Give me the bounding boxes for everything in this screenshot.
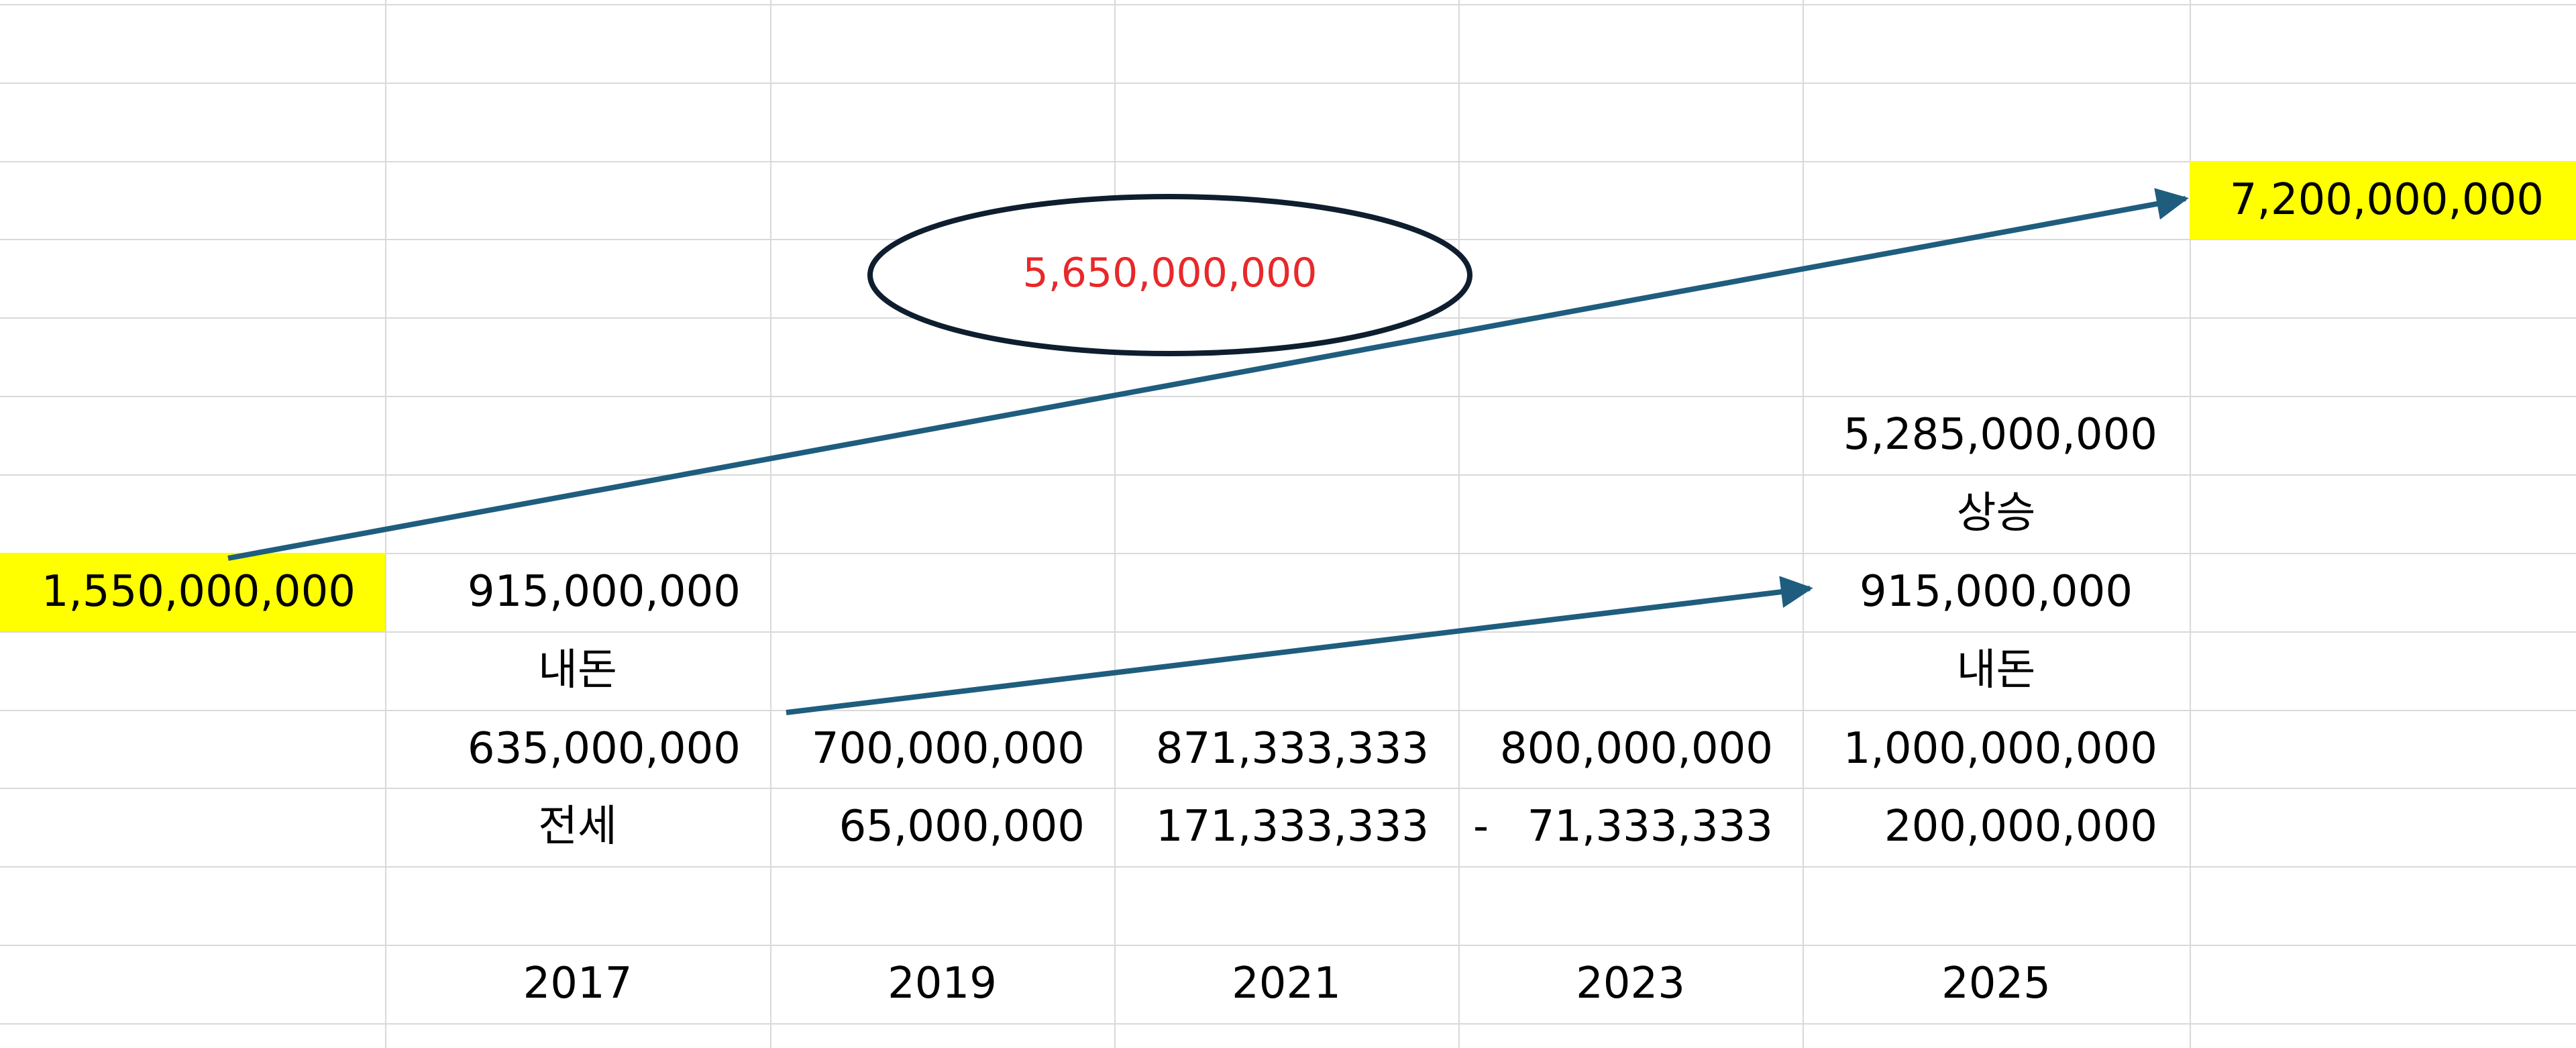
gridline xyxy=(0,474,2576,476)
total-growth-arrow[interactable] xyxy=(227,188,2189,561)
change-cell-2019[interactable]: 65,000,000 xyxy=(839,802,1085,851)
gridline xyxy=(0,396,2576,397)
own-money-arrow[interactable] xyxy=(786,576,1813,715)
own-money-2017-label-cell[interactable]: 내돈 xyxy=(538,645,617,695)
gridline xyxy=(0,83,2576,84)
gridline xyxy=(0,866,2576,868)
gridline xyxy=(0,788,2576,789)
change-cell-2025[interactable]: 200,000,000 xyxy=(1884,802,2157,851)
rise-amount-cell[interactable]: 5,285,000,000 xyxy=(1843,410,2157,460)
gridline xyxy=(0,631,2576,633)
gridline xyxy=(0,1023,2576,1025)
change-cell-2023-sign[interactable]: - xyxy=(1473,802,1489,851)
gridline xyxy=(0,553,2576,554)
gridline xyxy=(770,0,771,1048)
gridline xyxy=(1114,0,1116,1048)
gridline xyxy=(1803,0,1804,1048)
year-cell-2021[interactable]: 2021 xyxy=(1232,959,1341,1008)
jeonse-label-cell[interactable]: 전세 xyxy=(538,802,617,851)
end-total-cell[interactable]: 7,200,000,000 xyxy=(2190,161,2576,240)
own-money-2017-cell[interactable]: 915,000,000 xyxy=(467,567,741,617)
own-money-2025-cell[interactable]: 915,000,000 xyxy=(1859,567,2133,617)
year-cell-2025[interactable]: 2025 xyxy=(1941,959,2051,1008)
change-cell-2021[interactable]: 171,333,333 xyxy=(1155,802,1429,851)
gridline xyxy=(0,4,2576,5)
year-cell-2017[interactable]: 2017 xyxy=(523,959,633,1008)
year-cell-2023[interactable]: 2023 xyxy=(1576,959,1685,1008)
year-cell-2019[interactable]: 2019 xyxy=(888,959,997,1008)
gridline xyxy=(0,945,2576,946)
gridline xyxy=(2190,0,2191,1048)
amount-cell-2019[interactable]: 700,000,000 xyxy=(811,724,1085,774)
amount-cell-2021[interactable]: 871,333,333 xyxy=(1155,724,1429,774)
amount-cell-2017[interactable]: 635,000,000 xyxy=(467,724,741,774)
amount-cell-2025[interactable]: 1,000,000,000 xyxy=(1843,724,2157,774)
gain-circled-text: 5,650,000,000 xyxy=(1023,250,1318,297)
start-total-cell[interactable]: 1,550,000,000 xyxy=(0,553,385,631)
gridline xyxy=(385,0,386,1048)
rise-label-cell[interactable]: 상승 xyxy=(1956,488,2036,538)
own-money-2025-label-cell[interactable]: 내돈 xyxy=(1956,645,2036,695)
amount-cell-2023[interactable]: 800,000,000 xyxy=(1499,724,1773,774)
gridline xyxy=(0,161,2576,162)
gridline xyxy=(1458,0,1460,1048)
gain-ellipse-shape[interactable] xyxy=(867,194,1472,356)
gridline xyxy=(0,710,2576,711)
change-cell-2023[interactable]: 71,333,333 xyxy=(1527,802,1773,851)
